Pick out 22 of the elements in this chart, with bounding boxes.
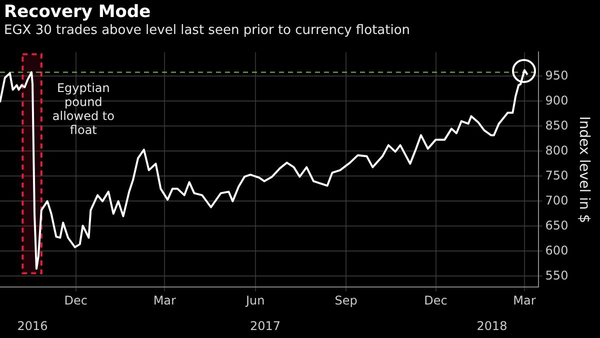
y-tick-label: 600 <box>545 243 568 258</box>
x-tick-label: Mar <box>513 294 536 308</box>
chart-subtitle: EGX 30 trades above level last seen prior to currency flotation <box>4 23 410 38</box>
y-tick-label: 550 <box>545 268 568 282</box>
x2-tick-label: 2016 <box>17 318 48 333</box>
x2-tick-label: 2017 <box>250 318 280 333</box>
y-tick-label: 950 <box>545 68 568 82</box>
x2-tick-label: 2018 <box>476 318 508 333</box>
y-tick-label: 850 <box>545 118 568 132</box>
y-tick-label: 650 <box>545 218 568 232</box>
y-tick-label: 800 <box>545 143 568 158</box>
x-tick-label: Jun <box>244 294 265 308</box>
y-axis-title: Index level in $ <box>576 116 592 224</box>
x-tick-label: Sep <box>334 294 358 308</box>
y-tick-label: 700 <box>545 193 568 208</box>
y-tick-label: 900 <box>545 93 568 108</box>
x-tick-label: Dec <box>64 294 88 308</box>
chart-title: Recovery Mode <box>4 2 151 22</box>
band-label: Egyptian pound allowed to float <box>52 81 114 138</box>
x-tick-label: Dec <box>424 294 448 308</box>
x-tick-label: Mar <box>153 294 176 308</box>
y-tick-label: 750 <box>545 168 568 182</box>
